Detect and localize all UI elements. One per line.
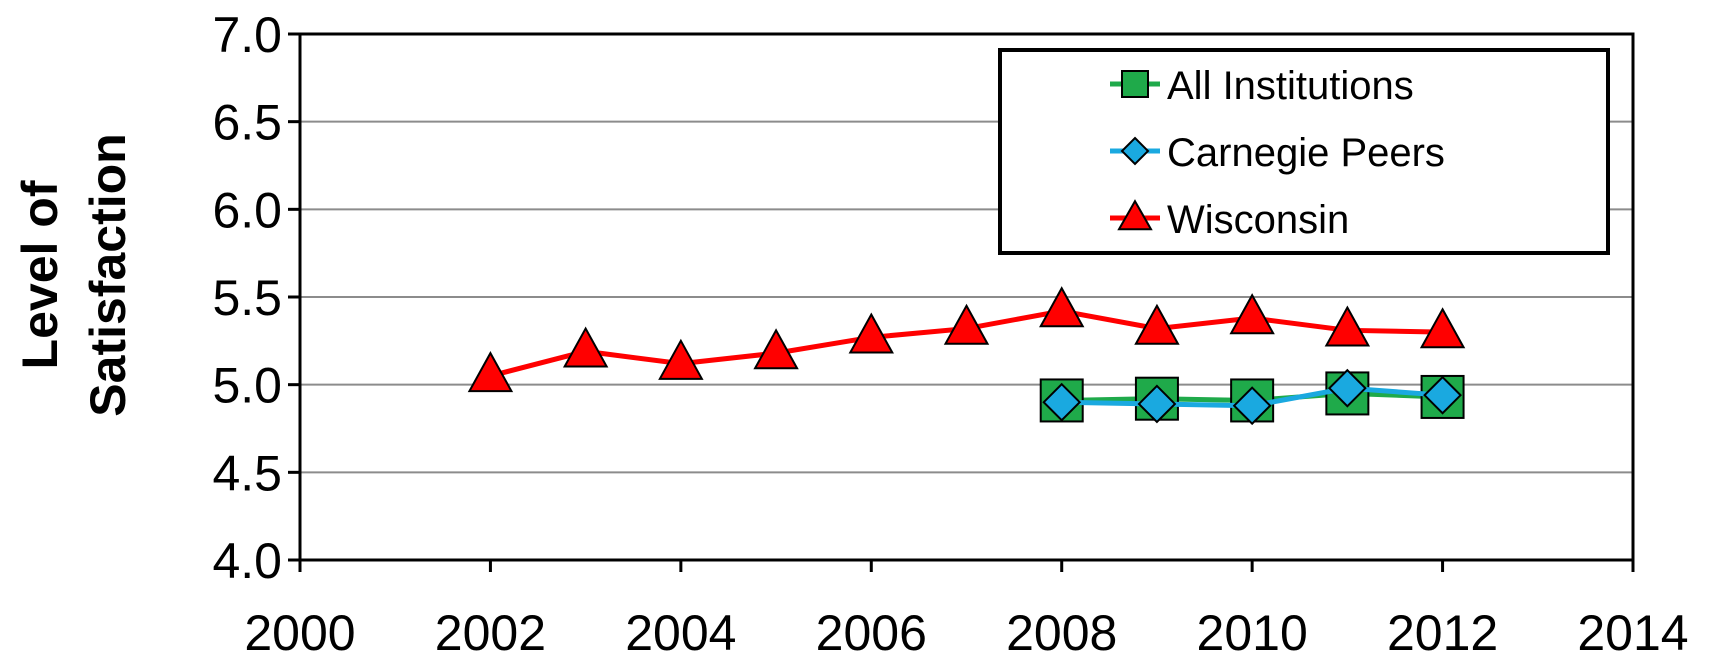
axis-labels: 4.0 4.5 5.0 5.5 6.0 6.5 7.0 2000 2002 2004 2006 200… bbox=[212, 7, 1688, 660]
data-point bbox=[1232, 386, 1272, 426]
data-point bbox=[1327, 368, 1367, 408]
data-point bbox=[1039, 286, 1085, 328]
y-axis-title-line-1: Level of bbox=[12, 180, 68, 369]
legend-box bbox=[998, 48, 1610, 255]
data-point bbox=[562, 326, 609, 368]
series-group bbox=[467, 286, 1466, 426]
axis-ticks bbox=[288, 32, 1635, 572]
x-tick-label: 2000 bbox=[244, 605, 355, 660]
legend-label: Wisconsin bbox=[1167, 198, 1349, 242]
x-tick-label: 2002 bbox=[435, 605, 546, 660]
series-carnegie-peers bbox=[1042, 368, 1462, 426]
legend-marker bbox=[1121, 70, 1149, 98]
data-point bbox=[1137, 384, 1177, 424]
data-point bbox=[1419, 307, 1466, 349]
series-wisconsin bbox=[467, 286, 1466, 393]
y-tick-label: 5.5 bbox=[212, 270, 282, 326]
y-tick-label: 6.0 bbox=[212, 182, 282, 238]
x-tick-label: 2010 bbox=[1197, 605, 1308, 660]
y-axis-title-line-2: Satisfaction bbox=[80, 133, 136, 416]
x-tick-label: 2012 bbox=[1387, 605, 1498, 660]
legend-label: Carnegie Peers bbox=[1167, 131, 1445, 175]
legend-marker bbox=[1117, 199, 1153, 231]
y-tick-label: 4.5 bbox=[212, 445, 282, 501]
data-point bbox=[943, 303, 990, 345]
y-tick-label: 4.0 bbox=[212, 533, 282, 589]
x-tick-label: 2014 bbox=[1577, 605, 1688, 660]
x-tick-label: 2004 bbox=[625, 605, 736, 660]
y-tick-label: 5.0 bbox=[212, 358, 282, 414]
data-point bbox=[1042, 382, 1082, 422]
legend-label: All Institutions bbox=[1167, 64, 1414, 108]
y-tick-label: 7.0 bbox=[212, 7, 282, 63]
data-point bbox=[1229, 293, 1275, 335]
y-tick-label: 6.5 bbox=[212, 95, 282, 151]
data-point bbox=[753, 328, 799, 370]
legend: All Institutions Carnegie Peers Wisconsin bbox=[998, 48, 1610, 255]
legend-marker bbox=[1120, 136, 1150, 166]
data-point bbox=[1134, 303, 1180, 345]
data-point bbox=[467, 351, 514, 393]
data-point bbox=[848, 312, 894, 354]
x-tick-label: 2008 bbox=[1006, 605, 1117, 660]
data-point bbox=[1324, 305, 1371, 347]
data-point bbox=[658, 338, 704, 380]
data-point bbox=[1423, 375, 1462, 415]
x-tick-label: 2006 bbox=[816, 605, 927, 660]
